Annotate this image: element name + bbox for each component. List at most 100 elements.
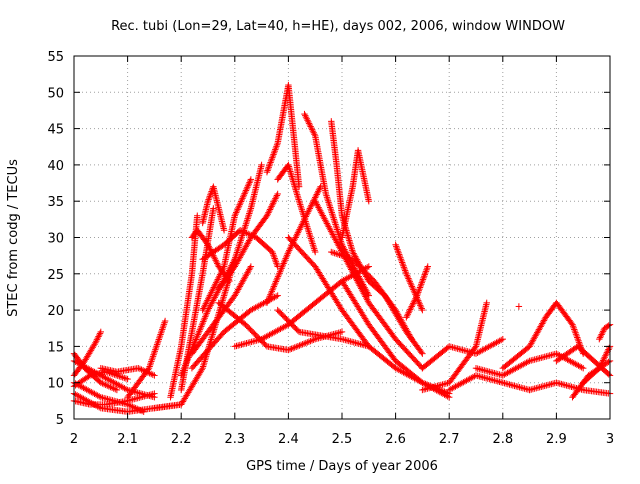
data-point <box>159 326 166 333</box>
data-point <box>218 268 225 275</box>
data-point <box>324 197 332 204</box>
data-point <box>269 201 276 209</box>
data-point <box>159 324 167 331</box>
data-point <box>207 191 214 198</box>
data-point <box>232 209 240 216</box>
data-point <box>246 231 254 238</box>
data-point <box>244 215 251 222</box>
data-point <box>130 404 138 411</box>
data-point <box>105 383 113 390</box>
data-point <box>269 200 277 207</box>
data-point <box>298 206 305 213</box>
data-point <box>238 234 245 241</box>
series-30 <box>285 234 453 397</box>
x-axis-label: GPS time / Days of year 2006 <box>246 459 438 474</box>
data-point <box>325 200 333 208</box>
data-point <box>246 208 254 216</box>
data-point <box>149 353 157 360</box>
y-tick-label: 40 <box>47 159 64 174</box>
data-point <box>217 269 225 277</box>
data-point <box>156 334 163 342</box>
data-point <box>269 250 277 257</box>
series-13 <box>199 183 228 234</box>
data-point <box>263 212 271 219</box>
y-tick-label: 55 <box>47 50 64 65</box>
data-point <box>329 211 336 218</box>
data-point <box>333 226 341 233</box>
data-point <box>235 203 243 210</box>
data-point <box>148 358 155 365</box>
data-point <box>305 226 312 234</box>
x-tick-label: 2.6 <box>385 432 406 447</box>
y-tick-label: 15 <box>47 340 64 355</box>
data-point <box>273 260 280 267</box>
x-tick-label: 2.8 <box>492 432 513 447</box>
y-tick-label: 20 <box>47 304 64 319</box>
data-point <box>212 257 219 264</box>
data-point <box>231 212 238 219</box>
data-point <box>203 298 210 306</box>
data-point <box>113 386 121 394</box>
data-point <box>210 284 217 291</box>
data-point <box>220 264 227 272</box>
data-point <box>151 349 158 357</box>
data-point <box>205 293 213 301</box>
data-point <box>244 184 251 191</box>
data-point <box>138 366 145 373</box>
data-point <box>270 252 277 259</box>
data-point <box>204 295 212 303</box>
data-point <box>243 217 251 224</box>
data-point <box>155 336 163 343</box>
data-point <box>199 306 206 314</box>
data-point <box>153 343 160 350</box>
data-point <box>96 331 103 339</box>
data-point <box>306 230 313 237</box>
data-point <box>239 193 247 200</box>
data-point <box>272 256 279 264</box>
data-point <box>274 190 281 198</box>
data-point <box>233 207 241 215</box>
data-point <box>241 229 249 236</box>
data-point <box>215 274 222 282</box>
series-33 <box>365 277 426 357</box>
data-point <box>331 249 338 257</box>
data-point <box>323 192 330 199</box>
data-point <box>144 366 152 373</box>
data-point <box>236 240 243 248</box>
data-point <box>331 217 338 225</box>
data-point <box>246 264 254 272</box>
data-point <box>93 338 100 345</box>
data-point <box>268 203 275 210</box>
data-point <box>158 327 165 335</box>
data-point <box>296 199 303 207</box>
data-point <box>235 244 242 251</box>
data-point <box>241 190 248 197</box>
x-tick-label: 2.7 <box>439 432 460 447</box>
series-45 <box>596 321 614 343</box>
data-point <box>124 401 131 408</box>
data-point <box>207 189 215 197</box>
data-point <box>242 188 249 196</box>
x-tick-label: 2.1 <box>117 432 138 447</box>
data-point <box>272 258 280 265</box>
data-point <box>308 236 315 244</box>
data-point <box>338 328 346 336</box>
data-point <box>216 271 224 278</box>
data-point <box>96 404 103 411</box>
x-tick-label: 2 <box>70 432 78 447</box>
data-point <box>205 243 212 250</box>
data-point <box>161 317 169 325</box>
data-point <box>270 198 278 205</box>
data-point <box>200 305 207 312</box>
series-18 <box>199 227 281 270</box>
data-point <box>305 228 312 235</box>
data-point <box>156 332 164 340</box>
data-point <box>240 192 248 199</box>
data-point <box>216 273 223 280</box>
data-point <box>310 245 318 252</box>
data-point <box>194 212 201 219</box>
data-point <box>212 279 220 286</box>
data-point <box>213 277 221 285</box>
data-point <box>269 248 276 256</box>
